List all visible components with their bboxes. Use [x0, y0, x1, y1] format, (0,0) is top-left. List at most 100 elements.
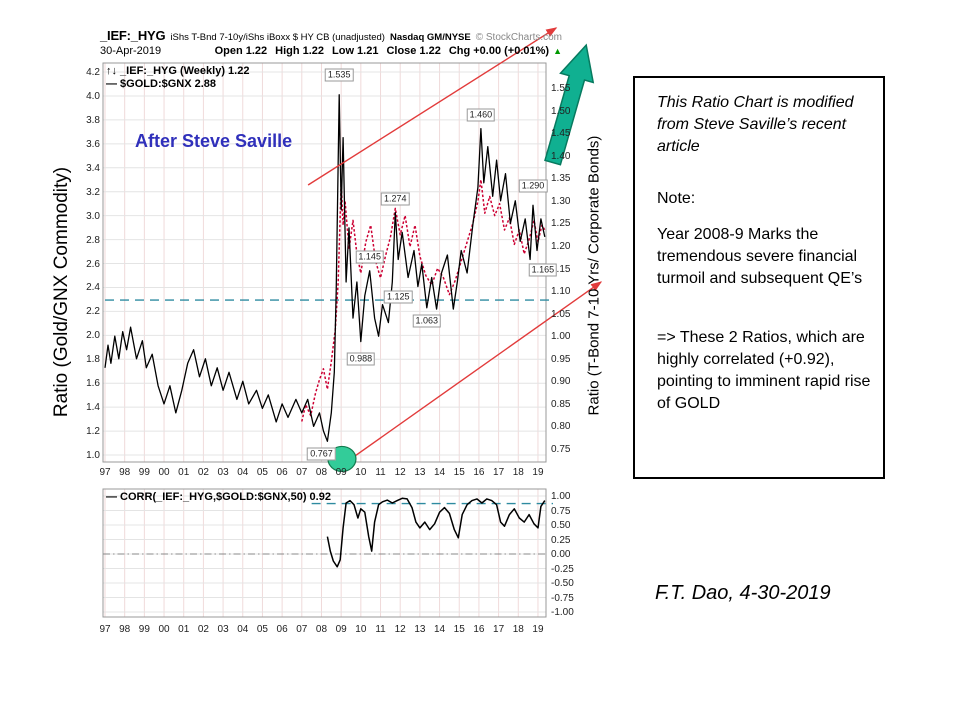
- main-left-tick: 2.6: [86, 258, 100, 270]
- ticker-symbol: _IEF:_HYG: [100, 28, 166, 43]
- corr-x-label: 98: [119, 624, 131, 635]
- quote-chg-label: Chg: [448, 45, 471, 57]
- corr-x-label: 99: [138, 624, 150, 635]
- main-right-tick: 0.75: [551, 444, 571, 455]
- main-left-tick: 4.0: [86, 90, 100, 102]
- trendline-upper: [307, 27, 558, 186]
- main-right-tick: 1.40: [551, 150, 571, 162]
- main-right-tick: 1.20: [551, 240, 571, 252]
- author-signature: F.T. Dao, 4-30-2019: [655, 582, 831, 604]
- main-left-tick: 3.2: [86, 186, 100, 198]
- main-x-label: 10: [355, 467, 367, 478]
- after-note: After Steve Saville: [135, 131, 293, 151]
- side-note-paragraph: This Ratio Chart is modified from Steve …: [657, 94, 854, 156]
- corr-tick: -0.75: [551, 592, 574, 604]
- corr-x-label: 01: [178, 624, 190, 635]
- price-callout: 1.460: [466, 108, 496, 122]
- main-left-tick: 1.6: [86, 378, 100, 390]
- corr-x-label: 07: [296, 624, 308, 635]
- main-right-tick: 1.50: [551, 105, 571, 117]
- main-left-tick: 3.8: [86, 114, 100, 126]
- main-x-label: 02: [197, 467, 209, 478]
- main-left-tick: 3.0: [86, 210, 100, 222]
- corr-x-label: 19: [532, 624, 544, 635]
- main-left-tick: 1.4: [86, 402, 100, 414]
- corr-x-label: 97: [99, 624, 111, 635]
- main-x-label: 11: [375, 467, 386, 478]
- main-right-tick: 1.05: [551, 308, 571, 320]
- main-plot-border: [102, 62, 547, 463]
- corr-x-label: 12: [394, 624, 406, 635]
- quote-chg-value: +0.00 (+0.01%): [473, 45, 550, 57]
- corr-tick: -0.50: [551, 578, 574, 589]
- ticker-description: iShs T-Bnd 7-10y/iShs iBoxx $ HY CB (una…: [170, 32, 385, 43]
- corr-x-label: 05: [256, 624, 268, 635]
- quote-high-label: High: [275, 45, 300, 57]
- corr-x-label: 17: [493, 624, 505, 635]
- main-x-label: 15: [453, 467, 465, 478]
- main-left-tick: 1.2: [86, 426, 100, 438]
- main-x-label: 00: [158, 467, 170, 478]
- price-callout: 1.290: [518, 179, 548, 193]
- main-right-tick: 1.55: [551, 83, 571, 94]
- main-left-tick: 2.2: [86, 306, 100, 318]
- main-left-tick: 2.4: [86, 282, 100, 294]
- legend-entry: — $GOLD:$GNX 2.88: [106, 78, 217, 90]
- price-callout: 1.165: [528, 263, 558, 277]
- price-callout: 1.145: [355, 250, 384, 264]
- corr-x-label: 14: [433, 624, 446, 635]
- main-x-label: 14: [433, 467, 446, 478]
- corr-series: [326, 497, 546, 568]
- main-right-tick: 1.25: [551, 218, 571, 230]
- legend-entry: ↑↓ _IEF:_HYG (Weekly) 1.22: [106, 65, 250, 77]
- price-callout: 1.125: [383, 290, 413, 304]
- main-right-tick: 1.10: [551, 286, 571, 298]
- main-left-tick: 3.6: [86, 138, 100, 150]
- corr-x-label: 18: [512, 624, 524, 635]
- side-note-box: This Ratio Chart is modified from Steve …: [633, 76, 885, 479]
- main-left-tick: 3.4: [86, 162, 100, 174]
- chart-date: 30-Apr-2019: [100, 45, 162, 57]
- ohlc-quote: Open 1.22 High 1.22 Low 1.21 Close 1.22 Chg +0.00…: [207, 45, 562, 57]
- main-x-label: 08: [315, 467, 328, 478]
- main-left-tick: 2.0: [86, 330, 100, 342]
- price-callout: 0.767: [307, 447, 336, 461]
- corr-x-label: 13: [414, 624, 426, 635]
- corr-tick: 0.00: [551, 549, 571, 560]
- corr-x-label: 15: [453, 624, 465, 635]
- corr-plot-border: [102, 488, 547, 618]
- green-rise-arrow: [544, 43, 595, 166]
- main-right-tick: 1.45: [551, 128, 571, 140]
- main-x-label: 17: [493, 467, 505, 478]
- corr-tick: 1.00: [551, 491, 571, 502]
- price-callout: 1.063: [412, 314, 442, 328]
- main-right-tick: 1.00: [551, 331, 571, 343]
- quote-high-value: 1.22: [302, 45, 325, 57]
- quote-low-label: Low: [332, 45, 355, 57]
- side-note-paragraph: Note:: [657, 190, 696, 208]
- main-x-label: 06: [276, 467, 288, 478]
- corr-tick: 0.25: [551, 534, 571, 546]
- main-x-label: 13: [414, 467, 426, 478]
- main-x-label: 97: [99, 467, 111, 478]
- corr-x-label: 02: [197, 624, 209, 635]
- corr-legend: — CORR(_IEF:_HYG,$GOLD:$GNX,50) 0.92: [106, 491, 331, 503]
- side-note-paragraph: Year 2008-9 Marks the tremendous severe …: [657, 226, 863, 288]
- quote-open-value: 1.22: [245, 45, 268, 57]
- main-x-label: 04: [237, 467, 249, 478]
- corr-x-label: 09: [335, 624, 347, 635]
- main-x-label: 12: [394, 467, 406, 478]
- main-x-label: 01: [178, 467, 190, 478]
- main-x-label: 07: [296, 467, 308, 478]
- corr-x-label: 10: [355, 624, 367, 635]
- corr-x-label: 06: [276, 624, 288, 635]
- price-callout: 0.988: [346, 352, 376, 366]
- corr-tick: 0.50: [551, 520, 571, 531]
- gold-gnx-series: [301, 178, 546, 422]
- chart-title-row: _IEF:_HYG iShs T-Bnd 7-10y/iShs iBoxx $ …: [100, 28, 562, 43]
- main-left-tick: 2.8: [86, 234, 100, 246]
- main-right-tick: 1.30: [551, 195, 571, 207]
- main-x-label: 18: [512, 467, 524, 478]
